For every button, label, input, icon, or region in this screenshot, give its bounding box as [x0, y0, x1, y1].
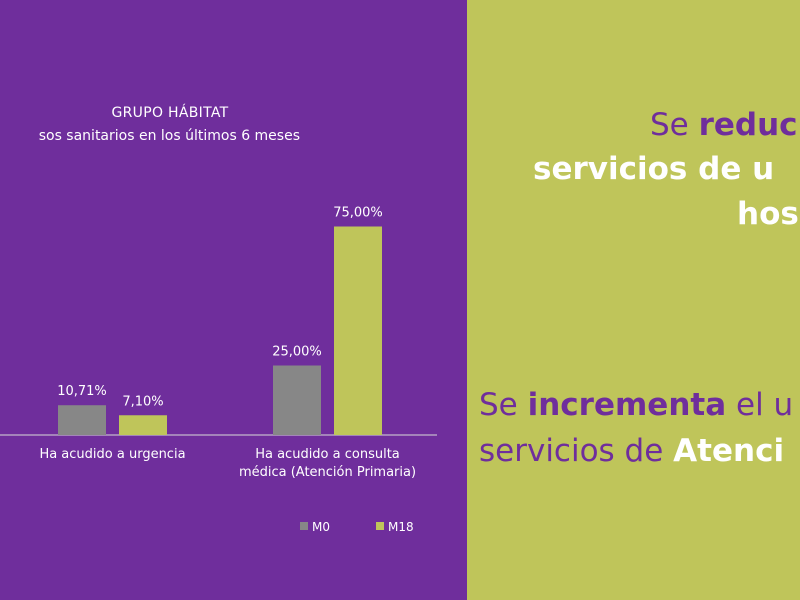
data-label: 10,71%: [57, 384, 107, 399]
category-label: Ha acudido a consulta: [255, 447, 400, 462]
statement-1-line-1: Se reduc: [650, 106, 798, 144]
statement-2-line-2: servicios de Atenci: [479, 432, 784, 470]
statement-1-regular: Se: [650, 107, 699, 143]
chart-title: GRUPO HÁBITAT: [111, 105, 229, 121]
statement-1-line-3: hos: [737, 196, 799, 232]
bar-chart: 10,71% 7,10% Ha acudido a urgencia 25,00% 75…: [0, 206, 437, 534]
bar-m18-0: [119, 415, 167, 435]
statements-panel: Se reduc servicios de u hos Se increment…: [467, 0, 800, 600]
statement-2-regular: Se: [479, 387, 528, 423]
category-label: médica (Atención Primaria): [239, 465, 416, 480]
statement-1-line-2: servicios de u: [533, 151, 775, 187]
legend-label-m18: M18: [388, 520, 414, 534]
legend-swatch-m0: [300, 522, 308, 530]
legend-swatch-m18: [376, 522, 384, 530]
statement-2-bold-2: Atenci: [673, 433, 785, 469]
chart-panel: GRUPO HÁBITAT sos sanitarios en los últi…: [0, 105, 437, 534]
statement-2-bold: incrementa: [527, 387, 727, 423]
statement-2-line-1: Se incrementa el u: [479, 386, 793, 424]
statement-1-bold: reduc: [698, 107, 798, 143]
data-label: 7,10%: [122, 394, 163, 409]
legend-label-m0: M0: [312, 520, 330, 534]
chart-subtitle: sos sanitarios en los últimos 6 meses: [38, 128, 300, 144]
bar-m18-1: [334, 226, 382, 435]
bar-m0-1: [273, 365, 321, 435]
category-label: Ha acudido a urgencia: [39, 447, 185, 462]
bar-m0-0: [58, 405, 106, 435]
statement-2-rest: el u: [726, 387, 794, 423]
statement-2-regular-2: servicios de: [479, 433, 674, 469]
data-label: 25,00%: [272, 345, 322, 360]
data-label: 75,00%: [333, 206, 383, 221]
